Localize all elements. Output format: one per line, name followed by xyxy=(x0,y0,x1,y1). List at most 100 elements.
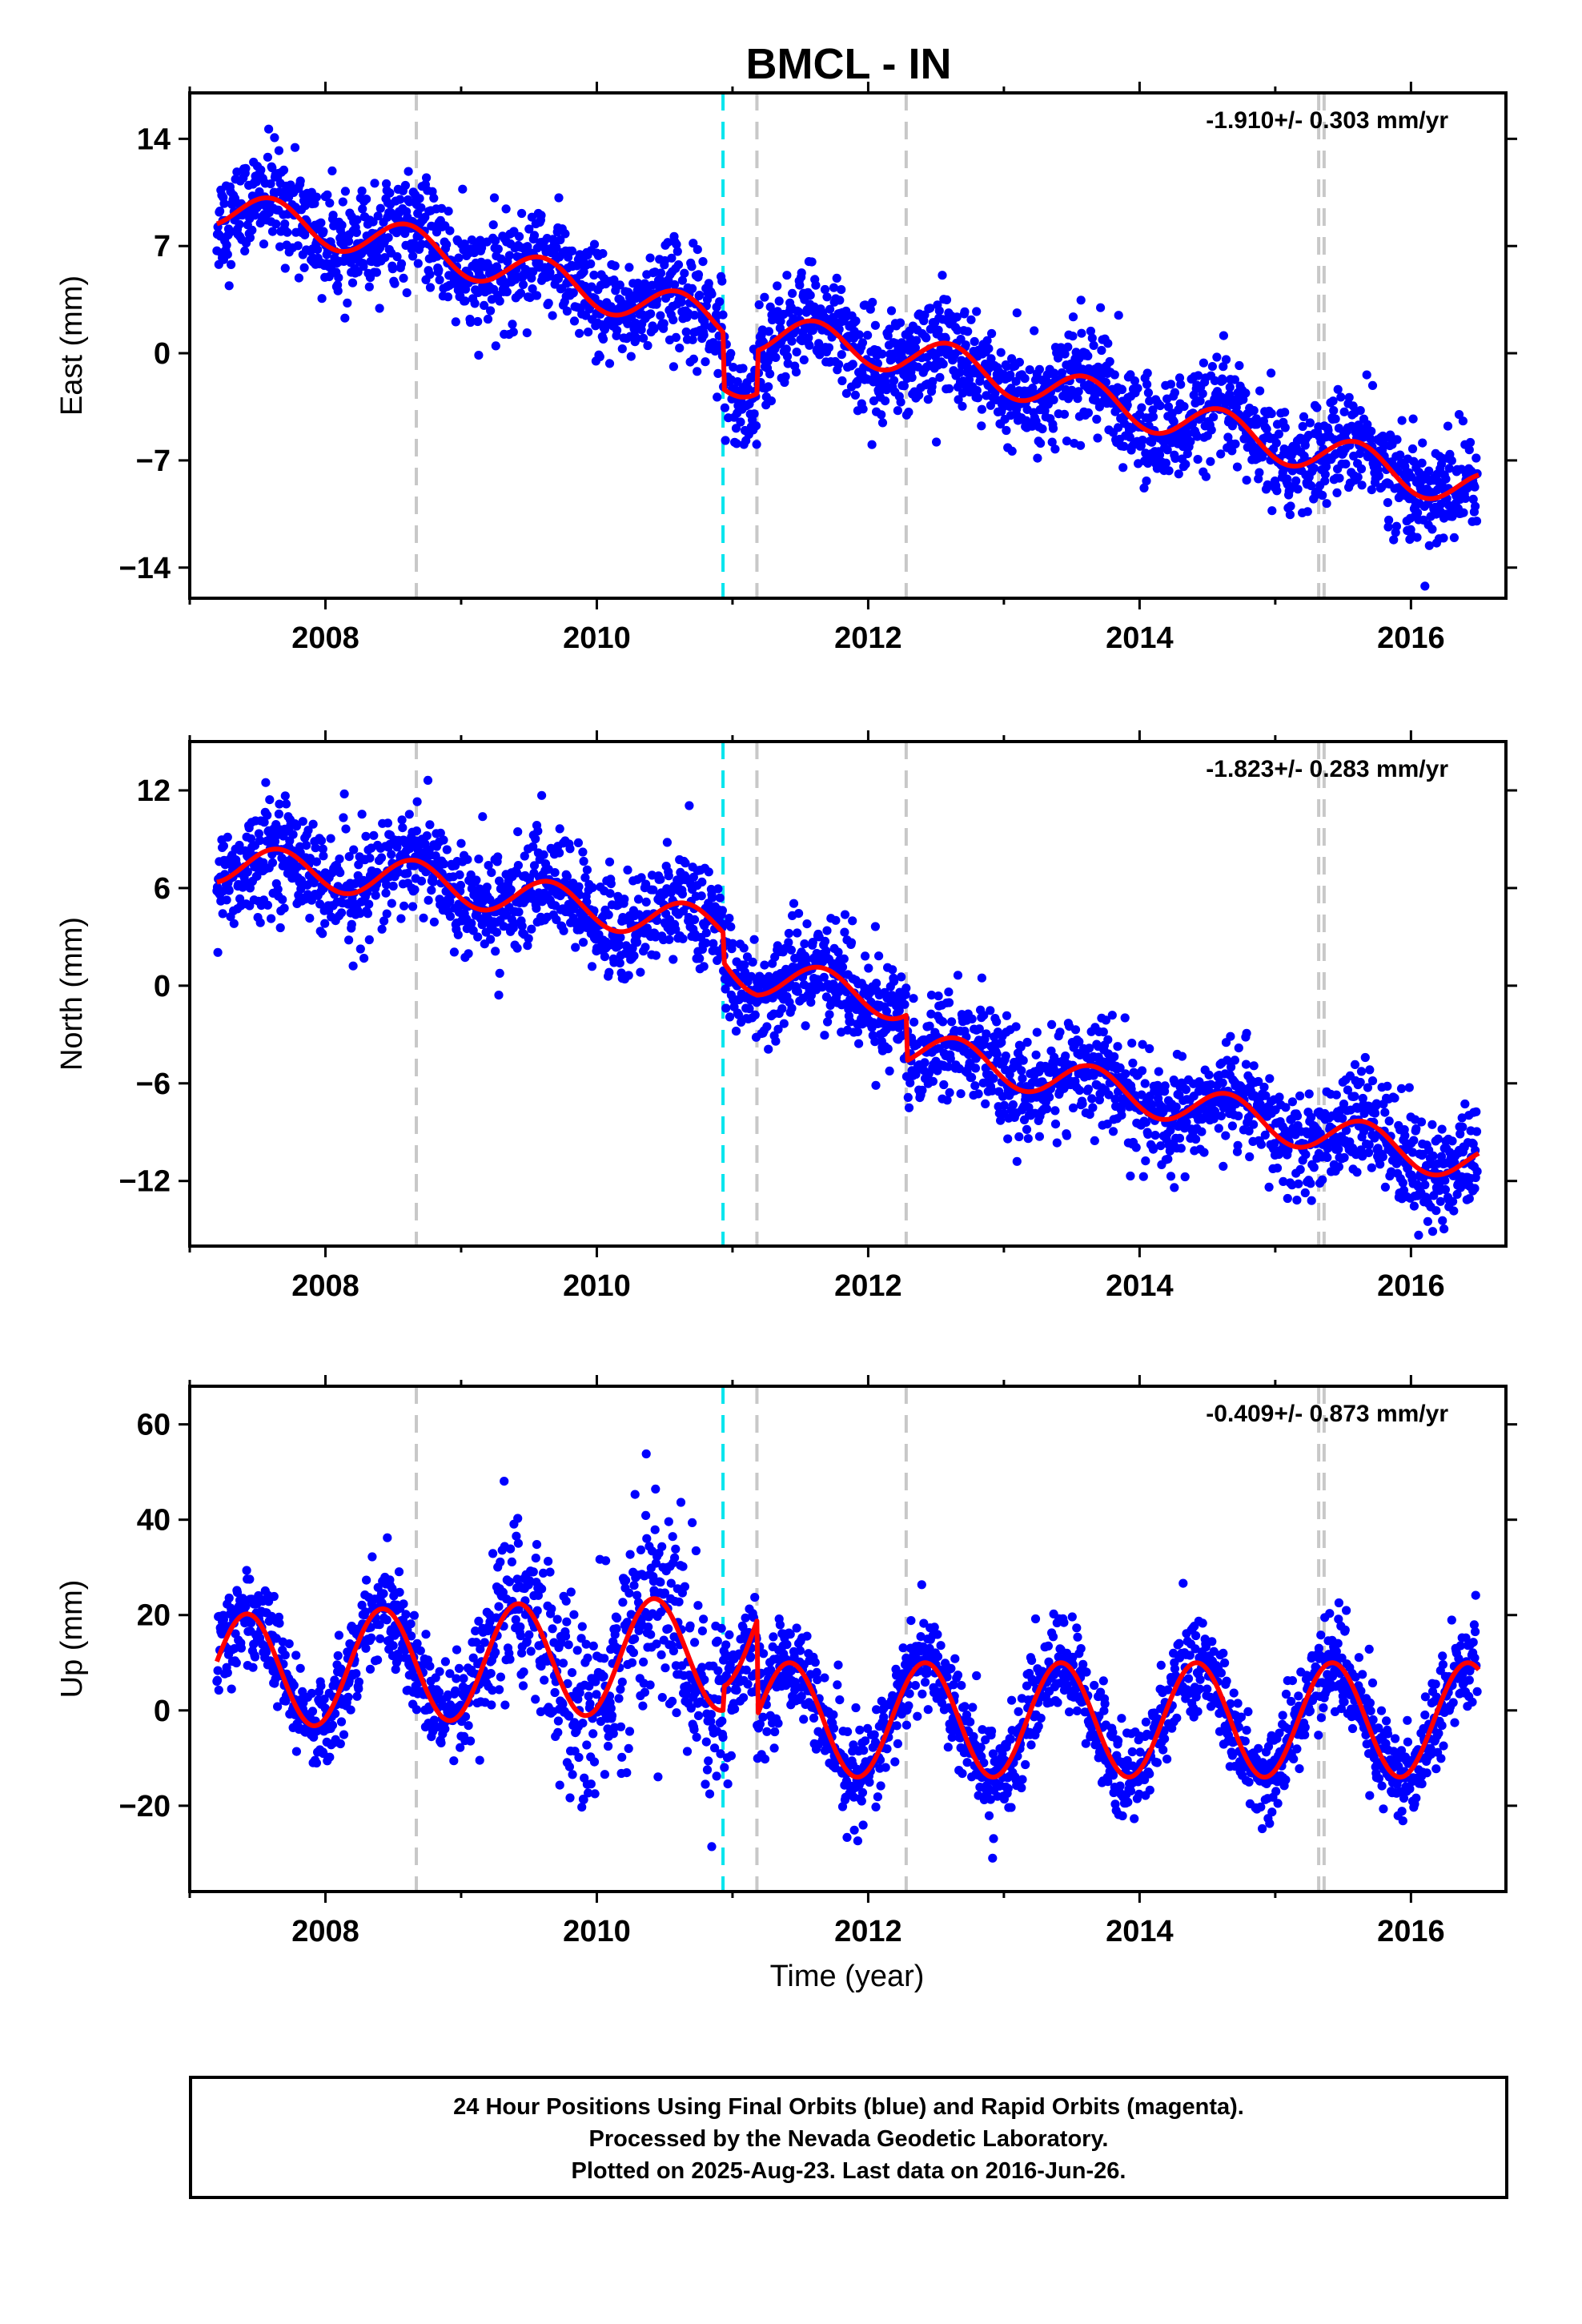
data-point xyxy=(795,280,805,290)
data-point xyxy=(444,207,453,216)
data-point xyxy=(1087,1094,1097,1104)
data-point xyxy=(861,951,870,961)
data-point xyxy=(1174,1133,1185,1143)
data-point xyxy=(1006,370,1015,380)
data-point xyxy=(425,820,435,830)
data-point xyxy=(1280,408,1290,417)
data-point xyxy=(425,283,436,292)
data-point xyxy=(693,245,702,255)
data-point xyxy=(1384,1116,1394,1126)
data-point xyxy=(398,823,408,833)
data-point xyxy=(279,165,289,175)
data-point xyxy=(404,810,414,819)
data-point xyxy=(1441,474,1451,484)
data-point xyxy=(1460,1099,1470,1109)
data-point xyxy=(771,352,781,362)
data-point xyxy=(720,403,730,412)
data-point xyxy=(636,967,645,977)
data-point xyxy=(1374,471,1383,480)
data-point xyxy=(1242,1028,1251,1038)
data-point xyxy=(678,934,688,943)
data-point xyxy=(1218,376,1227,385)
data-point xyxy=(1199,358,1208,368)
data-point xyxy=(454,253,464,263)
data-point xyxy=(278,895,287,904)
data-point xyxy=(617,344,627,354)
data-point xyxy=(336,908,347,918)
data-point xyxy=(215,207,225,216)
data-point xyxy=(858,404,868,414)
data-point xyxy=(1163,1154,1173,1164)
data-point xyxy=(1409,1201,1419,1211)
data-point xyxy=(938,271,947,280)
data-point xyxy=(1322,499,1331,509)
data-point xyxy=(1286,501,1295,511)
data-point xyxy=(382,909,391,919)
data-point xyxy=(364,935,374,945)
data-point xyxy=(1219,1161,1228,1171)
y-tick-label: 7 xyxy=(154,230,171,263)
data-point xyxy=(1076,296,1086,305)
data-point xyxy=(1020,374,1030,384)
data-point xyxy=(1170,1183,1179,1192)
data-point xyxy=(835,296,845,305)
data-point xyxy=(428,877,438,887)
data-point xyxy=(659,319,669,328)
data-point xyxy=(1420,581,1430,591)
data-point xyxy=(1089,340,1098,350)
data-point xyxy=(889,376,899,385)
data-point xyxy=(381,888,391,898)
data-point xyxy=(311,192,321,202)
data-point xyxy=(288,830,298,839)
data-point xyxy=(294,273,303,283)
data-point xyxy=(247,225,257,235)
data-point xyxy=(1133,384,1142,393)
data-point xyxy=(1439,1224,1449,1234)
data-point xyxy=(588,883,597,892)
data-point xyxy=(359,262,368,271)
data-point xyxy=(1030,326,1039,336)
data-point xyxy=(1047,1019,1057,1029)
data-point xyxy=(984,344,994,353)
data-point xyxy=(587,962,597,971)
data-point xyxy=(1335,473,1344,483)
data-point xyxy=(1241,388,1251,398)
data-point xyxy=(533,826,543,836)
data-point xyxy=(232,167,242,177)
data-point xyxy=(885,1066,894,1076)
data-point xyxy=(947,1017,957,1027)
data-point xyxy=(939,1080,949,1090)
data-point xyxy=(1221,355,1231,364)
data-point xyxy=(274,146,283,155)
data-point xyxy=(897,972,906,982)
data-point xyxy=(941,334,950,344)
y-axis-label: East (mm) xyxy=(55,275,89,416)
data-point xyxy=(1118,463,1128,472)
data-point xyxy=(555,848,564,858)
data-point xyxy=(1357,480,1367,490)
data-point xyxy=(904,407,913,417)
data-point xyxy=(1142,368,1152,378)
data-point xyxy=(1367,1163,1376,1172)
data-point xyxy=(1235,360,1244,371)
data-point xyxy=(353,267,363,277)
data-point xyxy=(996,348,1006,357)
data-point xyxy=(794,307,804,317)
data-point xyxy=(412,826,422,836)
data-point xyxy=(523,242,532,251)
data-point xyxy=(571,943,580,952)
data-point xyxy=(567,246,577,255)
data-point xyxy=(491,947,500,956)
data-point xyxy=(1471,501,1480,511)
data-point xyxy=(669,362,679,372)
data-point xyxy=(749,935,759,944)
data-point xyxy=(1380,1182,1390,1192)
data-point xyxy=(1031,1050,1041,1059)
data-point xyxy=(1068,332,1078,341)
data-point xyxy=(361,831,371,841)
data-point xyxy=(970,1081,980,1091)
data-point xyxy=(1126,1171,1135,1181)
data-point xyxy=(341,824,351,834)
data-point xyxy=(565,844,575,854)
